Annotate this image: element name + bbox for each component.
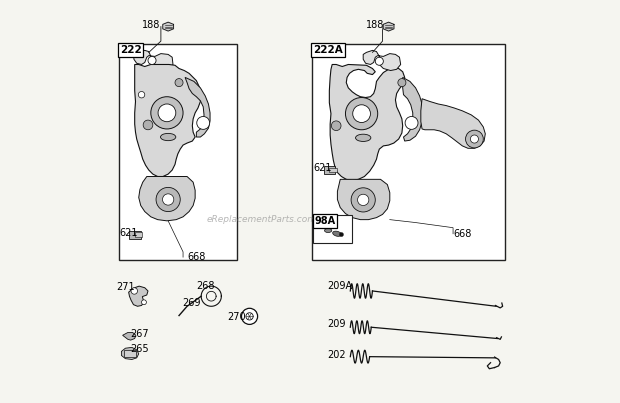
Circle shape: [241, 308, 257, 324]
Polygon shape: [129, 286, 148, 306]
Circle shape: [246, 313, 253, 320]
Circle shape: [345, 98, 378, 130]
Polygon shape: [185, 77, 210, 137]
Text: eReplacementParts.com: eReplacementParts.com: [206, 215, 317, 224]
Text: 188: 188: [141, 21, 160, 30]
Text: 222A: 222A: [313, 45, 343, 55]
Circle shape: [339, 233, 343, 237]
Polygon shape: [363, 50, 401, 71]
Text: 222: 222: [120, 45, 141, 55]
Bar: [312, 44, 505, 260]
Bar: [118, 44, 237, 260]
Text: 209A: 209A: [327, 281, 352, 291]
Circle shape: [331, 121, 341, 131]
Circle shape: [466, 130, 484, 148]
Text: 188: 188: [366, 21, 385, 30]
Text: 202: 202: [327, 350, 346, 359]
Circle shape: [131, 288, 138, 294]
Polygon shape: [383, 22, 394, 31]
Text: 668: 668: [453, 229, 471, 239]
Text: 269: 269: [182, 298, 201, 308]
Ellipse shape: [355, 134, 371, 141]
Circle shape: [151, 97, 183, 129]
Circle shape: [358, 194, 369, 206]
Circle shape: [405, 116, 418, 129]
Ellipse shape: [161, 133, 176, 141]
Text: 267: 267: [131, 330, 149, 339]
Text: 668: 668: [187, 252, 205, 262]
Ellipse shape: [324, 229, 332, 233]
Circle shape: [398, 79, 406, 87]
Bar: [324, 166, 335, 174]
Bar: [313, 215, 352, 243]
Polygon shape: [135, 64, 200, 177]
Bar: [124, 350, 136, 357]
Circle shape: [471, 135, 479, 143]
Text: 621: 621: [120, 228, 138, 237]
Bar: [130, 231, 141, 239]
Text: 209: 209: [327, 320, 346, 329]
Circle shape: [351, 188, 375, 212]
Polygon shape: [134, 50, 173, 71]
Circle shape: [143, 120, 153, 130]
Circle shape: [141, 300, 146, 305]
Polygon shape: [139, 177, 195, 221]
Polygon shape: [337, 179, 390, 220]
Circle shape: [197, 116, 210, 129]
Text: 268: 268: [197, 281, 215, 291]
Circle shape: [175, 79, 183, 87]
Polygon shape: [403, 77, 423, 141]
Bar: [135, 232, 142, 237]
Circle shape: [162, 194, 174, 205]
Text: 265: 265: [131, 345, 149, 354]
Text: 271: 271: [116, 282, 135, 292]
Polygon shape: [421, 99, 485, 148]
Text: 621: 621: [313, 163, 332, 173]
Circle shape: [353, 105, 371, 123]
Text: 270: 270: [228, 312, 246, 322]
Circle shape: [138, 91, 144, 98]
Text: 98A: 98A: [314, 216, 335, 226]
Circle shape: [375, 57, 383, 65]
Polygon shape: [123, 332, 136, 340]
Polygon shape: [122, 347, 139, 359]
Ellipse shape: [333, 231, 342, 236]
Circle shape: [156, 187, 180, 212]
Bar: [329, 168, 337, 172]
Polygon shape: [329, 64, 405, 181]
Circle shape: [148, 56, 156, 64]
Circle shape: [158, 104, 176, 122]
Polygon shape: [163, 22, 174, 31]
